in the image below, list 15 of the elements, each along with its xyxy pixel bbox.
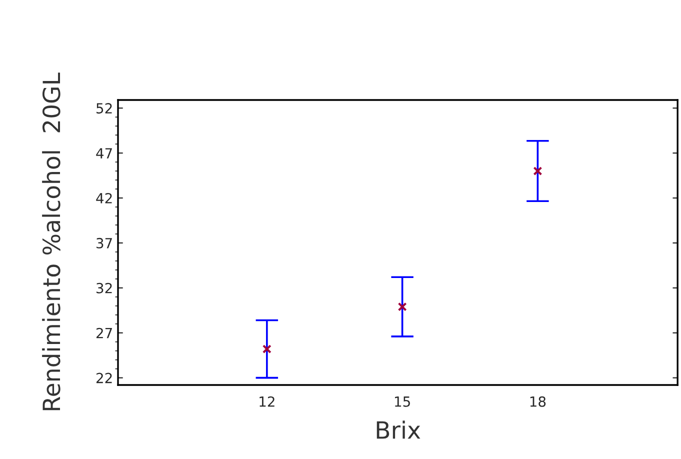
y-tick-label: 52 [96,103,112,114]
point [262,344,272,354]
y-axis-title: Rendimiento %alcohol 20GL [42,72,60,410]
y-tick-label: 47 [96,148,112,158]
x-tick-label: 18 [530,396,546,407]
x-tick-label: 15 [395,396,410,407]
y-tick-label: 32 [96,282,112,294]
point [398,302,407,312]
y-tick-label: 37 [96,238,112,248]
y-tick-label: 27 [96,328,112,338]
x-axis-title: Brix [376,420,420,439]
y-tick-label: 22 [96,372,112,384]
x-tick-label: 12 [260,396,274,407]
point [533,166,542,176]
y-tick-label: 42 [96,192,112,204]
